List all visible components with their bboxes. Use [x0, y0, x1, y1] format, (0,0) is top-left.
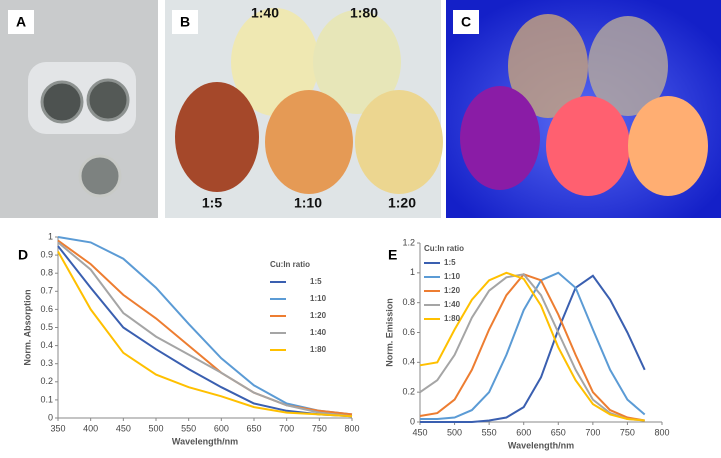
y-tick-label: 0 [48, 412, 53, 422]
x-tick-label: 650 [551, 427, 566, 437]
series-line [57, 245, 353, 418]
x-tick-label: 550 [482, 427, 497, 437]
x-tick-label: 400 [83, 423, 98, 433]
y-tick-label: 0 [410, 416, 415, 426]
y-tick-label: 0.6 [402, 327, 415, 337]
legend-label: 1:5 [444, 258, 456, 267]
x-tick-label: 600 [516, 427, 531, 437]
x-tick-label: 800 [654, 427, 669, 437]
x-tick-label: 350 [50, 423, 65, 433]
series-line [419, 273, 645, 422]
x-tick-label: 750 [620, 427, 635, 437]
series-line [57, 241, 353, 418]
y-tick-label: 0.9 [40, 249, 53, 259]
panel-label: C [461, 14, 471, 30]
legend-label: 1:20 [444, 286, 461, 295]
legend-title: Cu:In ratio [270, 260, 310, 269]
series-line [420, 271, 646, 420]
x-tick-label: 450 [116, 423, 131, 433]
y-tick-label: 0.8 [40, 268, 53, 278]
y-tick-label: 0.5 [40, 322, 53, 332]
series-line [419, 271, 645, 422]
panel-label: E [388, 247, 397, 263]
series-line [419, 273, 645, 422]
ratio-label: 1:80 [350, 5, 378, 21]
y-tick-label: 0.2 [40, 376, 53, 386]
legend-title: Cu:In ratio [424, 244, 464, 253]
y-tick-label: 0.4 [40, 340, 53, 350]
legend-label: 1:80 [310, 345, 327, 354]
x-tick-label: 700 [585, 427, 600, 437]
legend-label: 1:40 [444, 300, 461, 309]
legend-label: 1:10 [444, 272, 461, 281]
series-line [420, 274, 646, 423]
y-tick-label: 0.2 [402, 387, 415, 397]
y-tick-label: 0.6 [40, 304, 53, 314]
x-tick-label: 650 [246, 423, 261, 433]
y-tick-label: 1.2 [402, 237, 415, 247]
y-axis-label: Norm. Emission [384, 298, 394, 367]
panel-label: A [16, 14, 26, 30]
x-tick-label: 750 [312, 423, 327, 433]
photo-a: A [0, 0, 158, 218]
photo-c: C [446, 0, 721, 218]
y-tick-label: 0.1 [40, 394, 53, 404]
y-tick-label: 1 [48, 231, 53, 241]
x-tick-label: 500 [447, 427, 462, 437]
y-tick-label: 0.3 [40, 358, 53, 368]
x-axis-label: Wavelength/nm [508, 440, 574, 450]
panel-label: D [18, 247, 28, 263]
y-tick-label: 1 [410, 267, 415, 277]
y-tick-label: 0.8 [402, 297, 415, 307]
legend-label: 1:80 [444, 314, 461, 323]
x-tick-label: 600 [214, 423, 229, 433]
x-tick-label: 700 [279, 423, 294, 433]
y-axis-label: Norm. Absorption [22, 289, 32, 365]
legend-label: 1:40 [310, 328, 327, 337]
ratio-label: 1:20 [388, 195, 416, 211]
series-line [57, 251, 353, 418]
ratio-label: 1:5 [202, 195, 222, 211]
legend-label: 1:5 [310, 277, 322, 286]
x-tick-label: 550 [181, 423, 196, 433]
x-tick-label: 800 [344, 423, 359, 433]
ratio-label: 1:10 [294, 195, 322, 211]
y-tick-label: 0.7 [40, 286, 53, 296]
x-tick-label: 450 [412, 427, 427, 437]
photo-b: B 1:40 1:80 1:5 1:10 1:20 [165, 0, 443, 218]
ratio-label: 1:40 [251, 5, 279, 21]
legend-label: 1:10 [310, 294, 327, 303]
x-axis-label: Wavelength/nm [172, 436, 238, 446]
y-tick-label: 0.4 [402, 357, 415, 367]
legend-label: 1:20 [310, 311, 327, 320]
panel-label: B [180, 14, 190, 30]
x-tick-label: 500 [148, 423, 163, 433]
